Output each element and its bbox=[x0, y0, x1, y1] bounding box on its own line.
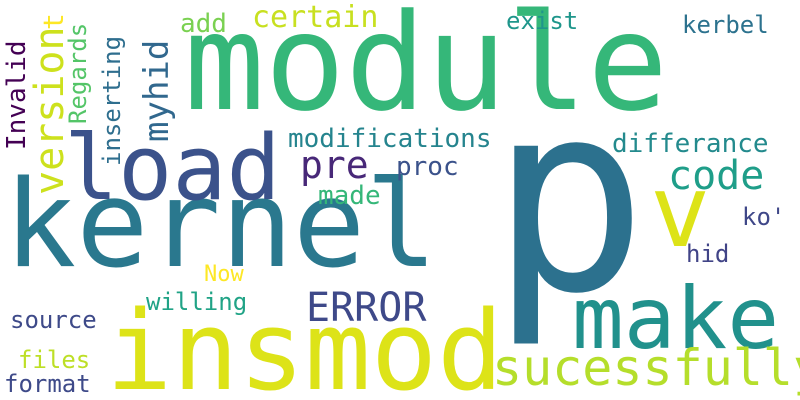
word-kernel: kernel bbox=[4, 156, 438, 295]
word-exist: exist bbox=[506, 7, 579, 35]
word-modifications: modifications bbox=[288, 124, 492, 154]
word-myhid: myhid bbox=[137, 39, 177, 142]
word-sucessfully: sucessfully bbox=[492, 339, 800, 397]
word-pre: pre bbox=[300, 143, 369, 187]
word-add: add bbox=[180, 9, 227, 39]
word-kerbel: kerbel bbox=[682, 11, 769, 39]
word-error: ERROR bbox=[306, 285, 427, 331]
word-v: v bbox=[650, 153, 711, 270]
word-code: code bbox=[668, 153, 765, 199]
word-p: p bbox=[490, 46, 648, 351]
word-make: make bbox=[572, 269, 780, 369]
word-format: format bbox=[4, 370, 91, 398]
word-made: made bbox=[318, 181, 381, 211]
word-insmod: insmod bbox=[106, 287, 504, 400]
word-now: Now bbox=[204, 262, 244, 287]
word-files: files bbox=[18, 346, 91, 374]
word-certain: certain bbox=[252, 0, 379, 35]
word-inserting: inserting bbox=[98, 35, 126, 166]
word-source: source bbox=[10, 306, 97, 334]
word-proc: proc bbox=[396, 152, 459, 182]
word-willing: willing bbox=[146, 288, 248, 316]
word-t: t bbox=[37, 13, 70, 30]
word-invalid: Invalid bbox=[2, 40, 32, 150]
word-hid: hid bbox=[686, 240, 730, 268]
word-regards: Regards bbox=[64, 22, 92, 124]
word-differance: differance bbox=[612, 129, 769, 159]
word-load: load bbox=[64, 116, 281, 221]
word-module: module bbox=[184, 0, 669, 141]
word-ko: ko' bbox=[742, 203, 786, 231]
